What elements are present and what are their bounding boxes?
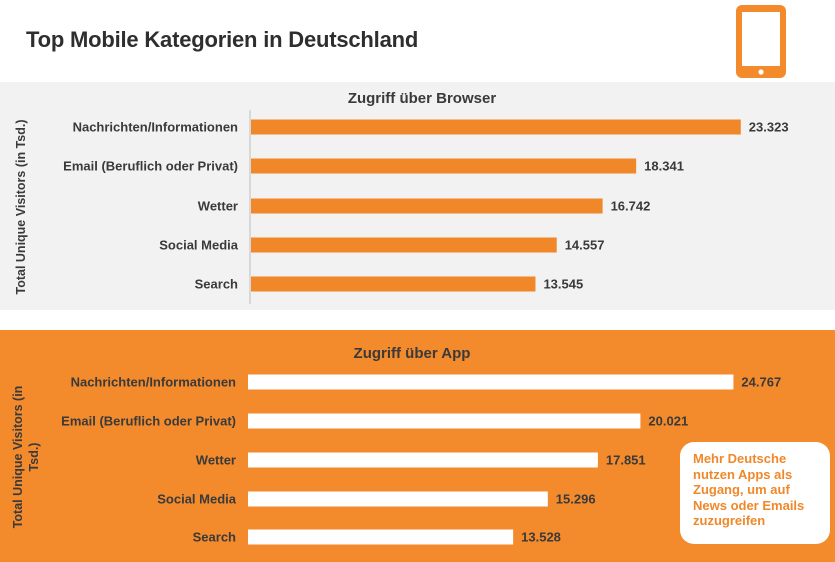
browser-value-label: 14.557 (565, 238, 605, 253)
app-category-label: Nachrichten/Informationen (71, 375, 236, 390)
browser-bar (251, 276, 536, 292)
browser-bar (251, 198, 603, 214)
svg-text:Tsd.): Tsd.) (27, 443, 41, 472)
app-value-label: 13.528 (521, 530, 561, 545)
app-bar (248, 374, 734, 390)
page-title: Top Mobile Kategorien in Deutschland (26, 27, 419, 52)
svg-text:Total Unique Visitors (in: Total Unique Visitors (in (11, 386, 25, 529)
app-category-label: Search (193, 530, 236, 545)
browser-chart-panel: Zugriff über Browser Total Unique Visitor… (0, 82, 835, 310)
app-bar-chart: Zugriff über App Total Unique Visitors (i… (11, 345, 781, 545)
browser-value-label: 18.341 (644, 159, 684, 174)
browser-value-label: 23.323 (749, 120, 789, 135)
browser-y-axis-label: Total Unique Visitors (in Tsd.) (14, 119, 28, 294)
app-category-label: Wetter (196, 453, 236, 468)
app-value-label: 20.021 (648, 414, 688, 429)
callout-text: Mehr Deutsche nutzen Apps als Zugang, um… (693, 451, 805, 528)
browser-bar (251, 237, 557, 253)
browser-category-label: Search (195, 277, 238, 292)
app-bar (248, 529, 514, 545)
browser-value-label: 16.742 (611, 199, 651, 214)
browser-value-label: 13.545 (543, 277, 583, 292)
app-value-label: 17.851 (606, 453, 646, 468)
app-category-label: Social Media (157, 492, 237, 507)
browser-bar (251, 119, 741, 135)
app-value-label: 24.767 (741, 375, 781, 390)
browser-bar (251, 158, 637, 174)
tablet-icon (736, 5, 786, 78)
browser-category-label: Email (Beruflich oder Privat) (63, 159, 238, 174)
app-chart-title: Zugriff über App (354, 345, 471, 362)
app-bar (248, 452, 598, 468)
app-bar (248, 491, 548, 507)
app-y-axis-label: Total Unique Visitors (in Tsd.) (11, 386, 41, 529)
browser-chart-title: Zugriff über Browser (348, 90, 497, 107)
callout-box (680, 442, 830, 544)
browser-category-label: Social Media (159, 238, 239, 253)
browser-category-label: Wetter (198, 199, 238, 214)
app-value-label: 15.296 (556, 492, 596, 507)
app-category-label: Email (Beruflich oder Privat) (61, 414, 236, 429)
browser-bar-chart: Zugriff über Browser Total Unique Visitor… (14, 90, 789, 304)
app-bar (248, 413, 641, 429)
browser-category-label: Nachrichten/Informationen (73, 120, 238, 135)
